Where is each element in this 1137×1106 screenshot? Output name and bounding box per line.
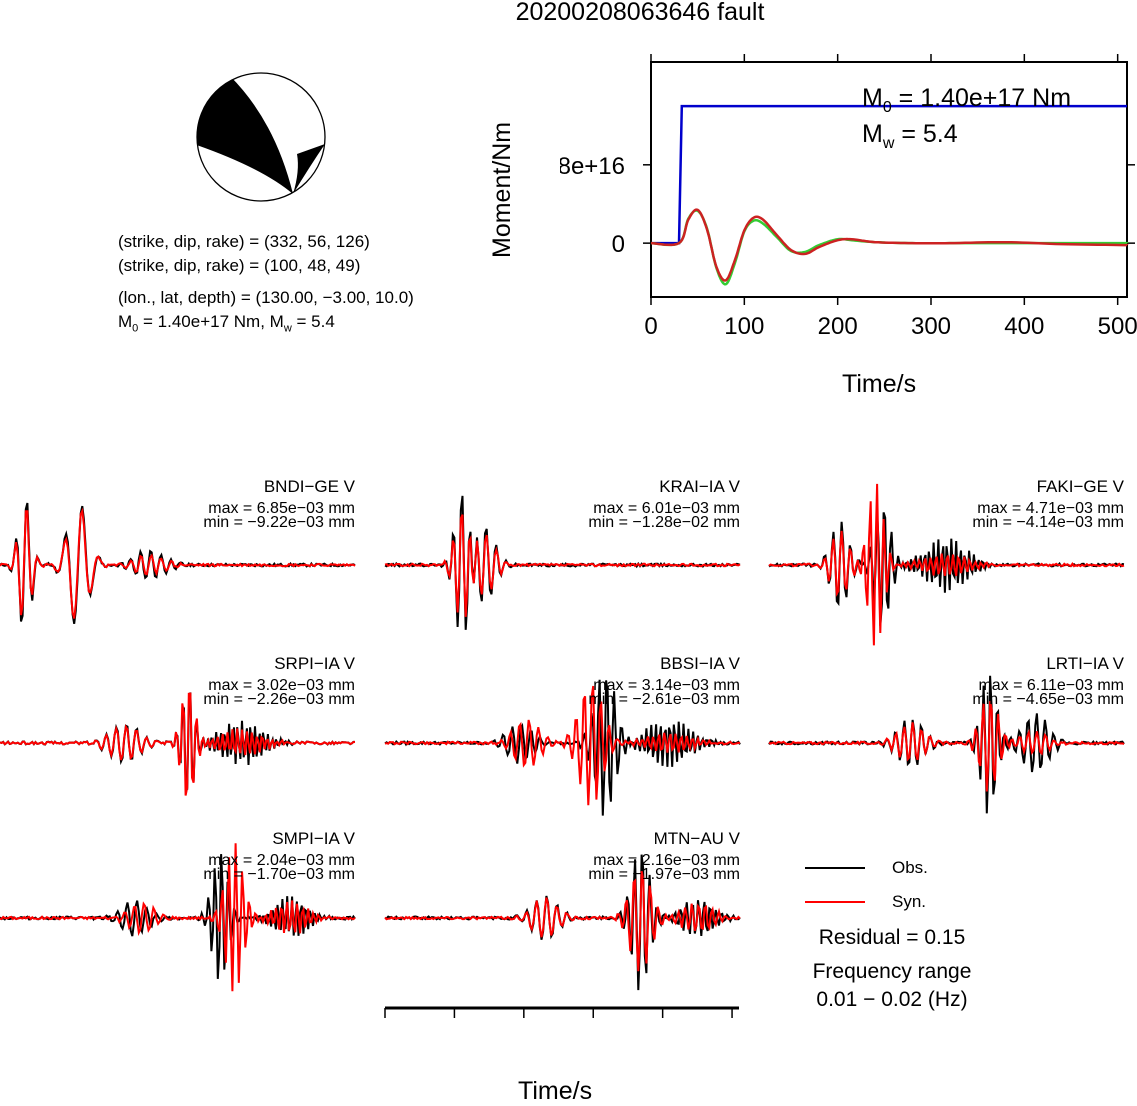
moment-xtick-label: 400: [1004, 313, 1044, 340]
trace-max-label: max = 2.04e−03 mm: [208, 852, 355, 869]
moment-ylabel: Moment/Nm: [488, 121, 516, 258]
trace-station-label: LRTI−IA V: [1046, 654, 1124, 673]
synthetic-waveform: [0, 692, 356, 796]
trace-min-label: min = −9.22e−03 mm: [203, 514, 355, 531]
source-moment: M0 = 1.40e+17 Nm, Mw = 5.4: [118, 312, 335, 335]
trace-min-label: min = −1.97e−03 mm: [588, 866, 740, 883]
frequency-range-value: 0.01 − 0.02 (Hz): [816, 988, 968, 1011]
trace-max-label: max = 6.01e−03 mm: [593, 500, 740, 517]
frequency-range-title: Frequency range: [812, 960, 972, 983]
moment-rate-chart: 0 100 200 300 400 500 0 8e+16: [560, 54, 1137, 340]
trace-station-label: BBSI−IA V: [660, 654, 740, 673]
residual-label: Residual = 0.15: [818, 926, 966, 949]
trace-min-label: min = −4.65e−03 mm: [972, 691, 1124, 708]
synthetic-waveform: [0, 843, 356, 992]
source-location: (lon., lat, depth) = (130.00, −3.00, 10.…: [118, 288, 414, 307]
legend: Obs. Syn.: [800, 855, 960, 915]
trace-min-label: min = −2.26e−03 mm: [203, 691, 355, 708]
trace-station-label: SRPI−IA V: [274, 654, 355, 673]
legend-syn-label: Syn.: [892, 892, 927, 911]
trace-max-label: max = 3.02e−03 mm: [208, 677, 355, 694]
trace-station-label: KRAI−IA V: [659, 477, 740, 496]
moment-rate-red-line: [650, 208, 1129, 282]
moment-rate-green-line: [650, 209, 1129, 286]
moment-ytick-label: 8e+16: [560, 153, 625, 180]
moment-xtick-label: 500: [1098, 313, 1137, 340]
nodal-plane-2: (strike, dip, rake) = (100, 48, 49): [118, 256, 361, 275]
nodal-plane-1: (strike, dip, rake) = (332, 56, 126): [118, 232, 370, 251]
moment-xtick-label: 200: [818, 313, 858, 340]
trace-station-label: FAKI−GE V: [1036, 477, 1124, 496]
waveform-xlabel: Time/s: [518, 1077, 593, 1105]
synthetic-waveform: [768, 483, 1125, 646]
synthetic-waveform: [384, 685, 741, 806]
trace-min-label: min = −1.70e−03 mm: [203, 866, 355, 883]
synthetic-waveform: [0, 507, 356, 619]
moment-mw-label: Mw = 5.4: [862, 120, 958, 152]
beachball-icon: [196, 72, 326, 202]
moment-cumulative-line: [651, 104, 1127, 245]
legend-obs-swatch: [805, 867, 865, 869]
trace-station-label: SMPI−IA V: [272, 829, 355, 848]
trace-min-label: min = −1.28e−02 mm: [588, 514, 740, 531]
moment-plot-frame: [650, 61, 1128, 298]
moment-xtick-label: 0: [644, 313, 657, 340]
moment-xtick-label: 100: [724, 313, 764, 340]
synthetic-waveform: [384, 514, 741, 617]
trace-max-label: max = 3.14e−03 mm: [593, 677, 740, 694]
trace-max-label: max = 6.11e−03 mm: [978, 677, 1124, 694]
moment-m0-label: M0 = 1.40e+17 Nm: [862, 84, 1072, 116]
synthetic-waveform: [384, 871, 741, 972]
figure-title: 20200208063646 fault: [515, 0, 765, 26]
moment-xtick-label: 300: [911, 313, 951, 340]
moment-xlabel: Time/s: [842, 370, 917, 398]
trace-max-label: max = 2.16e−03 mm: [593, 852, 740, 869]
trace-min-label: min = −2.61e−03 mm: [588, 691, 740, 708]
synthetic-waveform: [768, 701, 1125, 792]
legend-syn-swatch: [805, 901, 865, 903]
trace-min-label: min = −4.14e−03 mm: [972, 514, 1124, 531]
trace-max-label: max = 6.85e−03 mm: [208, 500, 355, 517]
moment-ytick-label: 0: [612, 231, 625, 258]
trace-station-label: BNDI−GE V: [263, 477, 355, 496]
trace-max-label: max = 4.71e−03 mm: [977, 500, 1124, 517]
trace-station-label: MTN−AU V: [653, 829, 740, 848]
legend-obs-label: Obs.: [892, 858, 928, 877]
